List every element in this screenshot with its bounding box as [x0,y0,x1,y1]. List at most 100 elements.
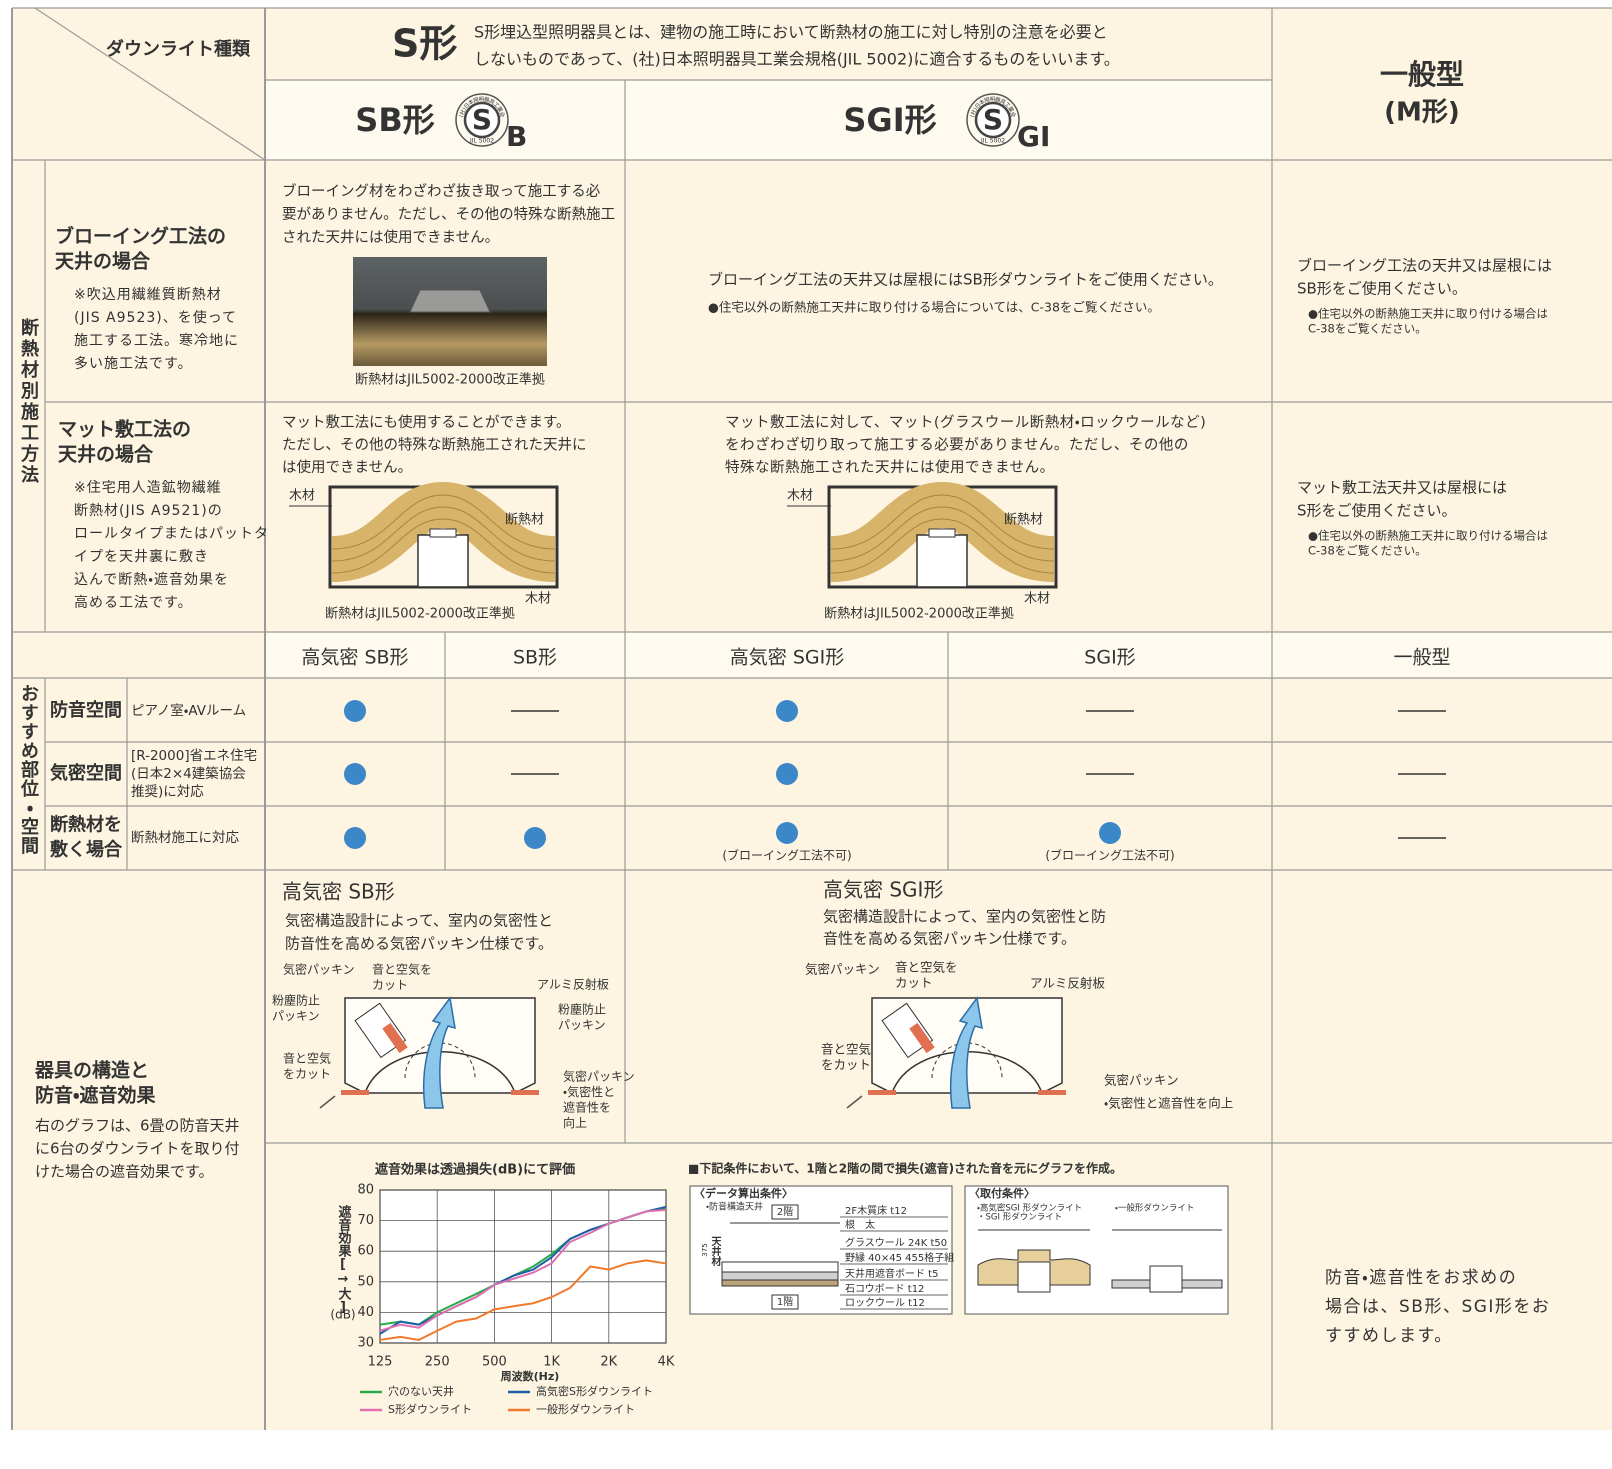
s-type-description: S形埋込型照明器具とは、建物の施工時において断熱材の施工に対し特別の注意を必要と [474,23,1108,42]
y-tick-label: 50 [357,1274,374,1289]
diagram-label: アルミ反射板 [537,977,609,992]
diagram-label: 音と空気を [372,962,432,977]
structure-text: 音性を高める気密パッキン仕様です。 [823,930,1076,948]
row-name: 敷く場合 [50,839,123,861]
general-recommendation: 防音・遮音性をお求めの [1325,1268,1517,1288]
sgi-text: マット敷工法に対して、マット(グラスウール断熱材・ロックウールなど) [725,413,1206,431]
diagram-label: 粉塵防止 [272,993,320,1008]
box-title: 〈データ算出条件〉 [694,1186,793,1200]
cert-mark-letter: S [983,103,1003,136]
column-header: 高気密 SGI形 [730,647,844,669]
subheader-band [265,632,1612,678]
diagram-label: カット [372,978,408,992]
recommend-dot [1099,822,1121,844]
layer-label: 天井用遮音ボード t5 [845,1267,938,1280]
diagram-label: 木材 [1024,592,1050,607]
series-line [379,1208,667,1332]
y-tick-label: 60 [357,1244,374,1259]
general-note: C-38をご覧ください。 [1308,322,1427,336]
general-note: ●住宅以外の断熱施工天井に取り付ける場合は [1308,307,1548,321]
row-note: 多い施工法です。 [74,356,193,372]
structure-title: 高気密 SB形 [282,880,395,904]
mount-label: ・SGI 形ダウンライト [977,1212,1062,1223]
row-desc: ピアノ室・AVルーム [131,703,246,719]
row-desc: [R-2000]省エネ住宅 [131,748,257,764]
sb-text: 要がありません。ただし、その他の特殊な断熱施工 [282,206,615,223]
legend-label: S形ダウンライト [388,1402,472,1416]
layer-label: 石コウボード t12 [845,1283,924,1295]
diagram-label: アルミ反射板 [1030,976,1105,991]
legend-label: 穴のない天井 [388,1384,454,1398]
general-text: S形をご使用ください。 [1297,502,1457,520]
cell-note: (ブローイング工法不可) [1045,848,1174,863]
structure-title: 高気密 SGI形 [823,878,943,902]
row-name: 気密空間 [50,762,122,784]
condition-boxes [689,1185,1229,1315]
column-header: 高気密 SB形 [301,647,408,669]
side-label: 天井材 [709,1236,721,1267]
section-text: に6台のダウンライトを取り付 [35,1140,240,1158]
mount-label: ・一般形ダウンライト [1115,1203,1194,1214]
diagram-label: 向上 [563,1115,587,1130]
section-text: 右のグラフは、6畳の防音天井 [35,1117,240,1135]
row-desc: 断熱材施工に対応 [131,830,239,846]
box-subtitle: ・防音構造天井 [706,1201,763,1213]
diagram-label: 木材 [525,592,551,607]
diagram-label: 断熱材 [1004,513,1043,528]
recommend-dot [776,763,798,785]
row-desc: (日本2×4建築協会 [131,766,246,782]
structure-text: 防音性を高める気密パッキン仕様です。 [285,935,553,953]
dimension-label: 375 [701,1243,709,1256]
structure-text: 気密構造設計によって、室内の気密性と [285,912,553,930]
row-note: 込んで断熱・遮音効果を [74,571,229,588]
box-title: 〈取付条件〉 [969,1186,1035,1200]
row-note: ロールタイプまたはパットタ [74,526,269,542]
cert-mark-ring-bottom: JIL 5002 [980,138,1005,145]
sb-text: された天井には使用できません。 [282,229,499,246]
cert-mark-inner [974,101,1012,139]
sb-text: ただし、その他の特殊な断熱施工された天井に [282,437,587,454]
fixture-diagram-sgi [846,997,1067,1109]
diagram-label: をカット [283,1067,331,1081]
series-line [379,1259,667,1341]
section-label: おすすめ部位・空間 [18,684,40,855]
floor-label: 1階 [777,1296,793,1308]
diagram-caption: 断熱材はJIL5002-2000改正準拠 [824,606,1014,622]
diagram-label: パッキン [272,1009,320,1023]
x-axis-label: 周波数(Hz) [501,1369,560,1383]
row-note: ※吹込用繊維質断熱材 [74,286,222,303]
general-note: C-38をご覧ください。 [1308,544,1427,558]
diagram-label: 遮音性を [563,1101,611,1115]
mat-diagram-sb [330,487,557,587]
diagram-label: 気密パッキン [563,1069,635,1084]
sb-text: マット敷工法にも使用することができます。 [282,413,571,431]
floor-label-box [771,1294,799,1310]
general-note: ●住宅以外の断熱施工天井に取り付ける場合は [1308,529,1548,543]
cert-mark-sub: B [506,120,527,153]
diagram-label: 断熱材 [505,513,544,528]
x-tick-label: 125 [368,1355,393,1370]
diagram-label: ・気密性と遮音性を向上 [1104,1096,1233,1111]
cert-mark-inner [463,101,501,139]
column-header: SB形 [513,647,557,669]
section-title: 器具の構造と [34,1059,149,1082]
row-note: 断熱材(JIS A9521)の [74,503,223,519]
diagram-label: をカット [821,1057,871,1072]
diagram-label: 音と空気 [283,1051,331,1066]
section-label: 断熱材別施工方法 [18,318,39,486]
layer-label: 2F木質床 t12 [845,1204,907,1217]
sb-text: は使用できません。 [282,459,412,476]
sgi-note: ●住宅以外の断熱施工天井に取り付ける場合については、C-38をご覧ください。 [708,300,1160,315]
cell-note: (ブローイング工法不可) [722,848,851,863]
mount-label: ・高気密SGI 形ダウンライト [977,1203,1082,1214]
legend-label: 一般形ダウンライト [536,1402,635,1416]
layer-label: 根 太 [845,1218,875,1231]
recommend-dot [524,827,546,849]
row-name: 防音空間 [50,699,122,721]
diagram-label: 木材 [289,489,315,504]
mat-diagram-sgi [829,487,1056,587]
row-note: ※住宅用人造鉱物繊維 [74,480,222,496]
sgi-text: ブローイング工法の天井又は屋根にはSB形ダウンライトをご使用ください。 [708,271,1223,289]
fixture-diagram-sb [319,997,540,1109]
